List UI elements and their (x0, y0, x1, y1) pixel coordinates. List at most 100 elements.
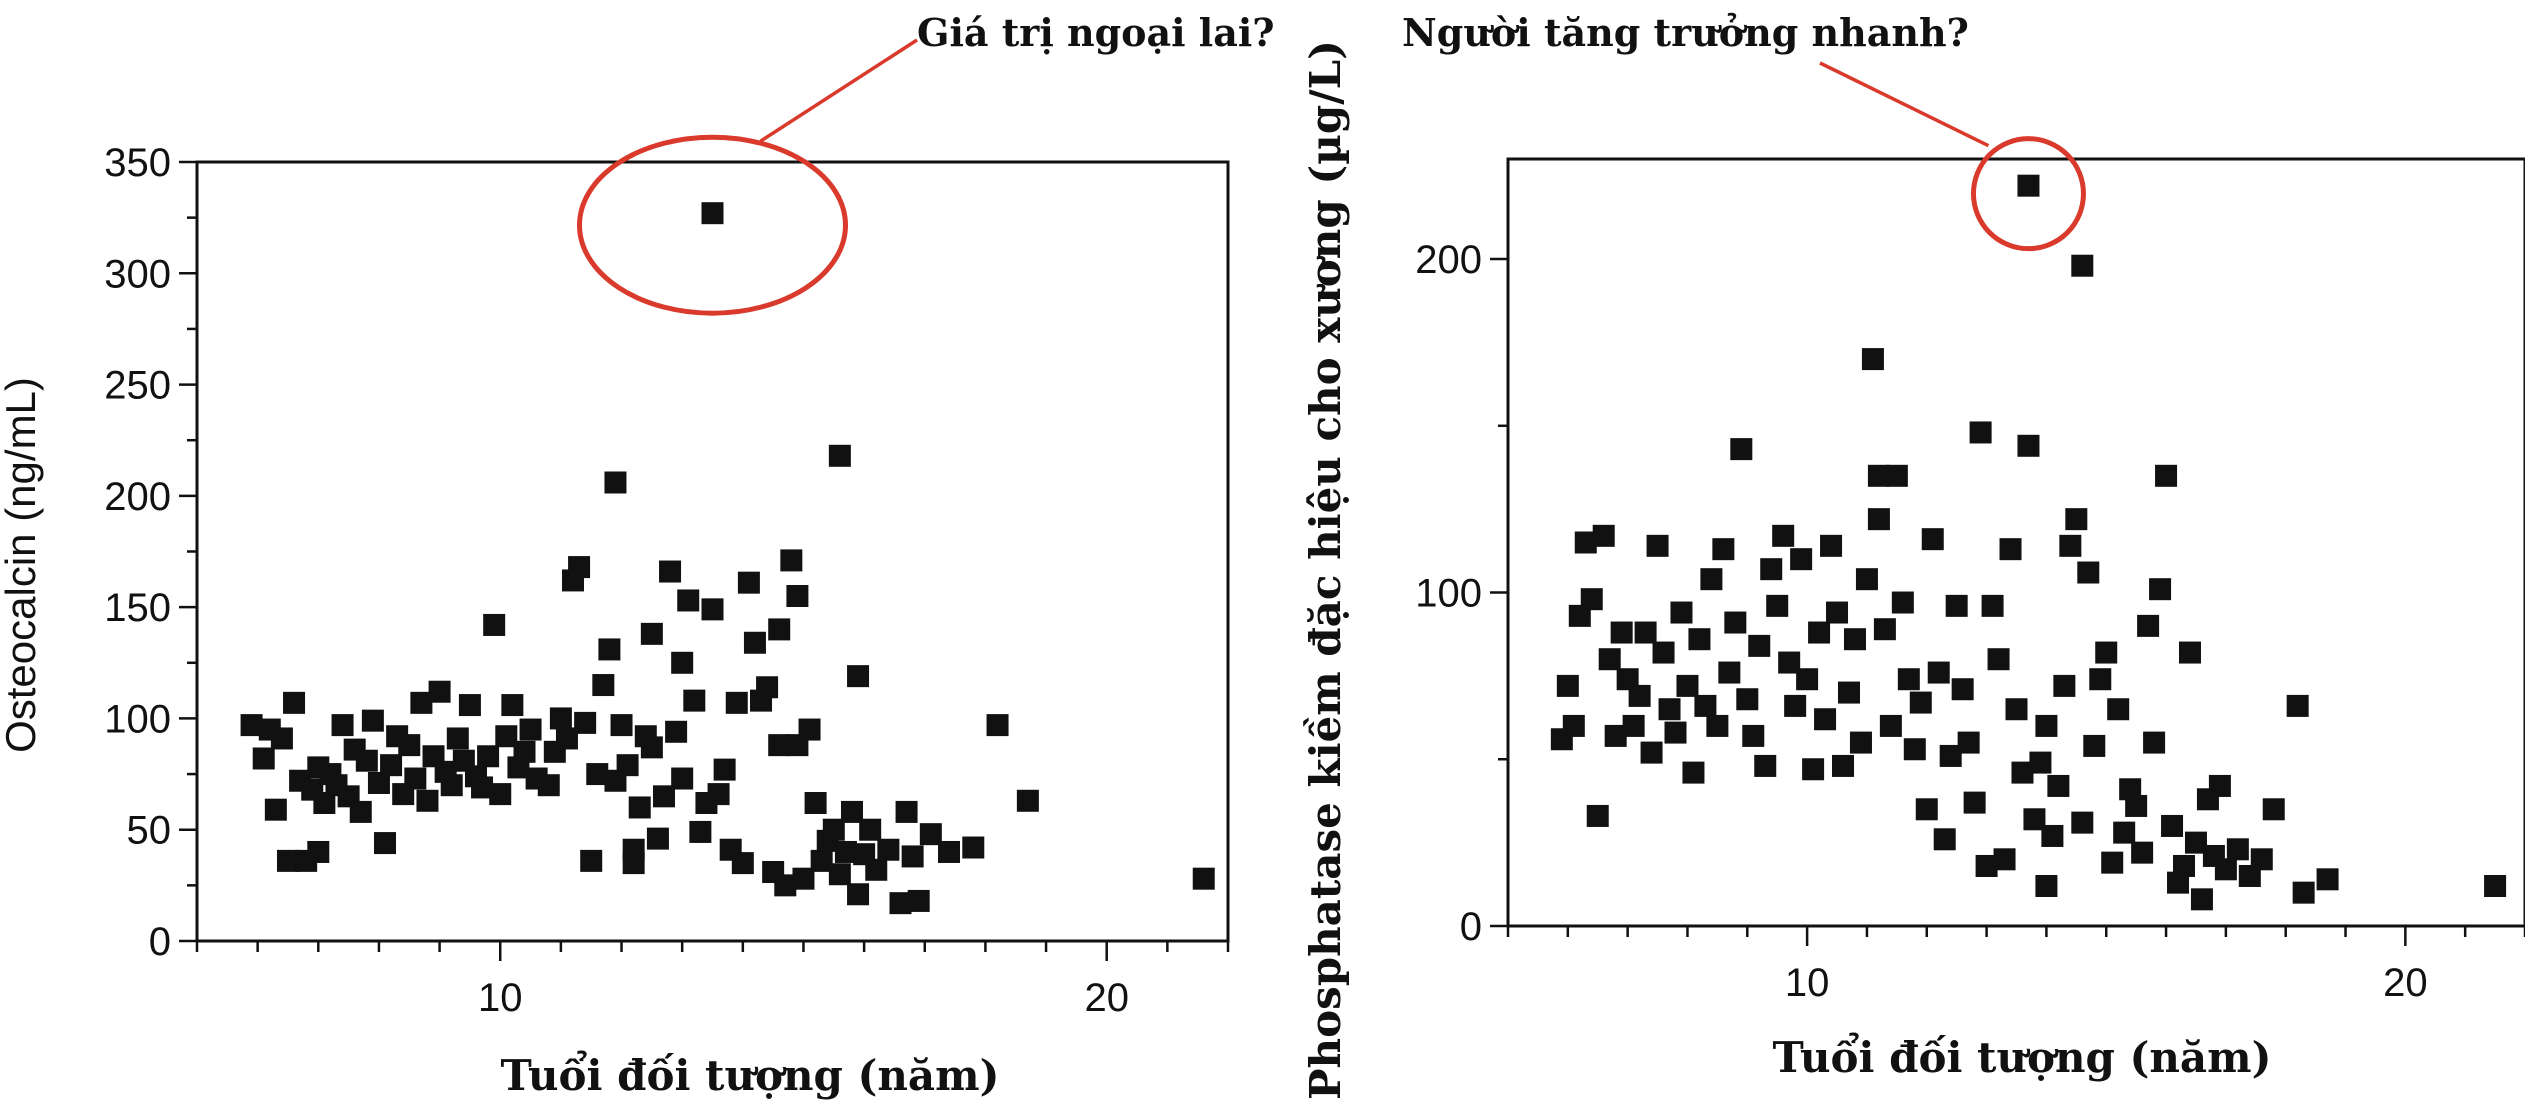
left-data-point (628, 796, 651, 819)
left-data-point (270, 727, 293, 750)
left-data-point (938, 840, 961, 863)
left-data-point (756, 676, 779, 699)
right-data-point (2011, 761, 2034, 784)
right-data-point (1957, 731, 1980, 754)
right-data-point (2065, 508, 2088, 531)
right-data-point (1604, 724, 1627, 747)
left-data-point (840, 800, 863, 823)
right-data-point (1640, 741, 1663, 764)
left-y-tick-label: 150 (104, 586, 171, 630)
left-data-point (489, 783, 512, 806)
right-data-point (2101, 851, 2124, 874)
right-data-point (1670, 601, 1693, 624)
right-data-point (2017, 434, 2040, 457)
right-data-point (2035, 714, 2058, 737)
right-data-point (1963, 791, 1986, 814)
left-data-point (768, 618, 791, 641)
left-data-point (513, 740, 536, 763)
right-data-point (2190, 888, 2213, 911)
right-data-point (2167, 871, 2190, 894)
left-annotation-label: Giá trị ngoại lai? (917, 10, 1275, 55)
right-y-axis-title: Phosphatase kiềm đặc hiệu cho xương (µg/… (1301, 40, 1350, 1100)
right-data-point (1778, 651, 1801, 674)
right-data-point (1915, 798, 1938, 821)
left-data-point (671, 651, 694, 674)
left-data-point (683, 689, 706, 712)
right-data-point (2029, 751, 2052, 774)
right-data-point (1748, 634, 1771, 657)
left-data-point (440, 774, 463, 797)
right-data-point (2047, 774, 2070, 797)
right-data-point (1927, 661, 1950, 684)
right-data-point (1700, 568, 1723, 591)
right-annotation-label: Người tăng trưởng nhanh? (1402, 10, 1969, 55)
right-data-point (2226, 838, 2249, 861)
left-data-point (501, 694, 524, 717)
left-data-point (604, 471, 627, 494)
left-data-point (610, 714, 633, 737)
right-data-point (1754, 754, 1777, 777)
left-data-point (410, 691, 433, 714)
right-data-point (1592, 524, 1615, 547)
left-data-point (768, 734, 791, 757)
left-data-point (1192, 867, 1215, 890)
left-y-tick-label: 300 (104, 252, 171, 296)
right-data-point (1616, 668, 1639, 691)
right-data-point (1706, 714, 1729, 737)
left-data-point (568, 556, 591, 579)
left-ticks-layer: 0 50 100 150 200 250 300 350 10 20 (104, 141, 1230, 1020)
right-data-point (1760, 558, 1783, 581)
left-y-tick-label: 100 (104, 697, 171, 741)
left-data-point (495, 725, 518, 748)
left-x-tick-label: 10 (478, 976, 523, 1020)
right-data-point (1945, 594, 1968, 617)
right-data-point (2250, 848, 2273, 871)
right-data-point (1975, 854, 1998, 877)
left-data-point (804, 792, 827, 815)
right-data-point (2484, 874, 2507, 897)
right-data-point (2071, 811, 2094, 834)
left-data-point (774, 874, 797, 897)
left-data-point (349, 800, 372, 823)
right-markers-layer (1550, 174, 2507, 911)
right-data-point (1622, 714, 1645, 737)
right-data-point (1790, 548, 1813, 571)
right-x-tick-label: 20 (2383, 961, 2428, 1005)
left-data-point (792, 867, 815, 890)
left-data-point (671, 767, 694, 790)
left-markers-layer (240, 202, 1215, 915)
right-data-point (2089, 668, 2112, 691)
right-data-point (2161, 814, 2184, 837)
left-y-tick-label: 50 (127, 809, 172, 853)
left-y-tick-label: 250 (104, 364, 171, 408)
right-data-point (2113, 821, 2136, 844)
left-data-point (398, 734, 421, 757)
right-data-point (2208, 774, 2231, 797)
right-data-point (1981, 594, 2004, 617)
right-data-point (1969, 421, 1992, 444)
right-data-point (1921, 528, 1944, 551)
right-data-point (1742, 724, 1765, 747)
left-data-point (367, 771, 390, 794)
left-data-point (483, 613, 506, 636)
left-data-point (713, 758, 736, 781)
right-data-point (2005, 698, 2028, 721)
left-x-axis-title: Tuổi đối tượng (năm) (501, 1049, 1000, 1100)
left-data-point (276, 849, 299, 872)
right-data-point (1861, 348, 1884, 371)
left-data-point (919, 823, 942, 846)
left-data-point (622, 838, 645, 861)
left-y-axis-title: Osteocalcin (ng/mL) (0, 377, 44, 753)
left-data-point (780, 549, 803, 572)
right-data-point (1658, 698, 1681, 721)
left-data-point (822, 818, 845, 841)
left-data-point (901, 845, 924, 868)
left-data-point (810, 849, 833, 872)
left-data-point (446, 727, 469, 750)
right-y-tick-label: 0 (1460, 905, 1482, 949)
right-y-tick-label: 100 (1415, 572, 1482, 616)
left-data-point (659, 560, 682, 583)
right-data-point (1987, 648, 2010, 671)
left-data-point (374, 832, 397, 855)
